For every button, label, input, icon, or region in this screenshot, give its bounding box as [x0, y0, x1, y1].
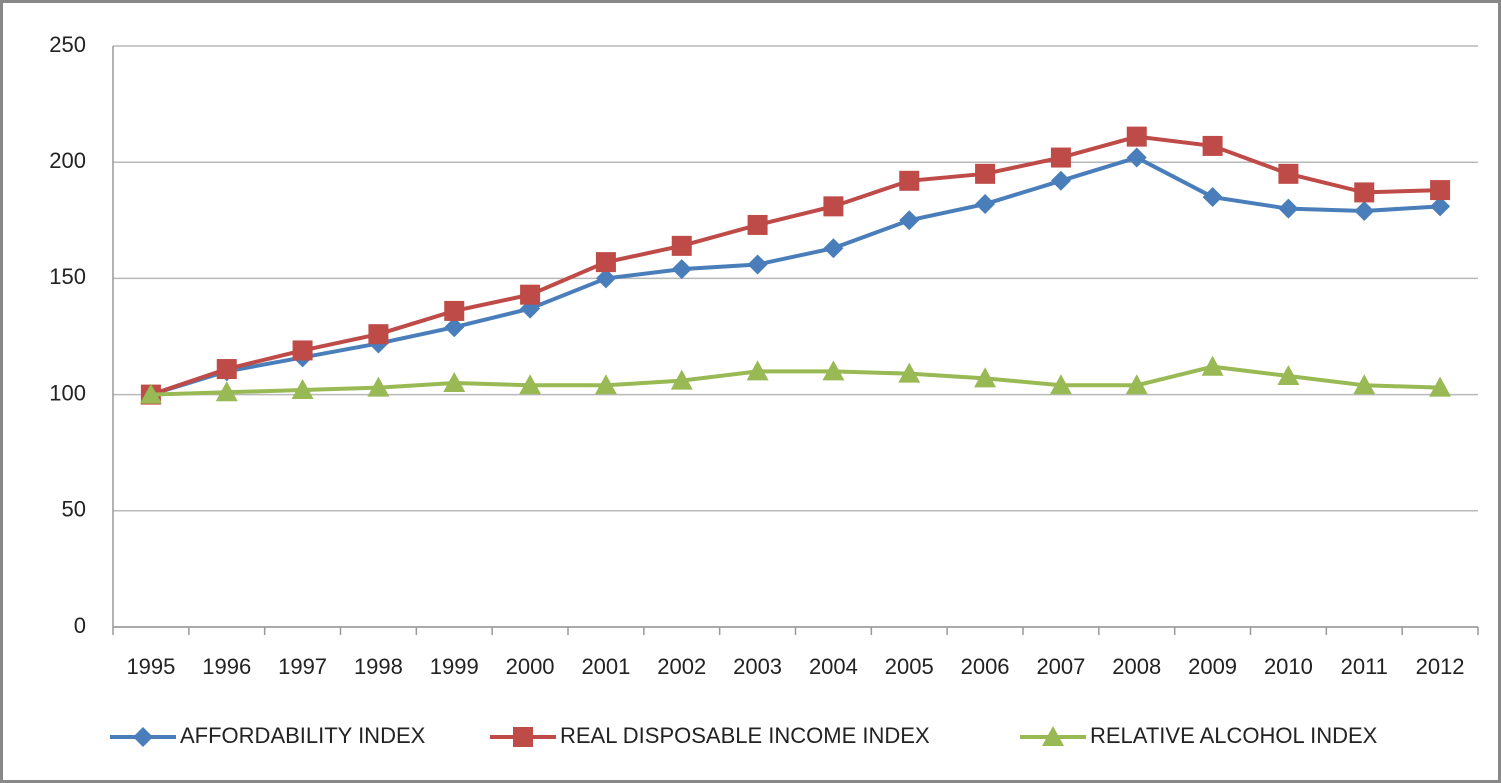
marker [367, 376, 390, 397]
marker [1430, 196, 1451, 217]
marker [1202, 187, 1223, 208]
y-tick-label: 150 [49, 264, 86, 289]
marker [1202, 135, 1223, 156]
marker [1050, 147, 1071, 168]
marker [670, 369, 693, 390]
x-tick-label: 1998 [354, 654, 403, 679]
marker [671, 259, 692, 280]
marker [139, 383, 162, 404]
legend-label: AFFORDABILITY INDEX [180, 723, 426, 748]
marker [1278, 163, 1299, 184]
x-tick-label: 1995 [126, 654, 175, 679]
marker [823, 196, 844, 217]
marker [1277, 365, 1300, 386]
marker [444, 300, 465, 321]
y-tick-label: 0 [74, 613, 86, 638]
x-tick-label: 2005 [885, 654, 934, 679]
marker [595, 252, 616, 273]
legend-label: REAL DISPOSABLE INCOME INDEX [560, 723, 930, 748]
marker [1049, 374, 1072, 395]
series-line [150, 155, 1441, 397]
marker [1278, 198, 1299, 219]
x-tick-label: 2007 [1036, 654, 1085, 679]
x-tick-label: 2010 [1264, 654, 1313, 679]
marker [1126, 126, 1147, 147]
x-tick-label: 2000 [506, 654, 555, 679]
x-tick-label: 2008 [1112, 654, 1161, 679]
marker [1126, 147, 1147, 168]
legend-marker [513, 727, 533, 747]
marker [1429, 376, 1452, 397]
x-tick-label: 1996 [202, 654, 251, 679]
marker [898, 362, 921, 383]
marker [899, 210, 920, 231]
marker [822, 360, 845, 381]
marker [215, 381, 238, 402]
marker [746, 360, 769, 381]
y-tick-label: 50 [62, 497, 86, 522]
x-tick-label: 2004 [809, 654, 858, 679]
marker [747, 254, 768, 275]
marker [594, 374, 617, 395]
marker [1125, 374, 1148, 395]
marker [444, 317, 465, 338]
marker [747, 214, 768, 235]
marker [823, 238, 844, 259]
x-tick-label: 2009 [1188, 654, 1237, 679]
legend-marker [1042, 726, 1064, 746]
marker [899, 170, 920, 191]
marker [520, 284, 541, 305]
y-tick-label: 250 [49, 32, 86, 57]
marker [1050, 170, 1071, 191]
marker [1354, 201, 1375, 222]
x-tick-label: 1997 [278, 654, 327, 679]
marker [974, 367, 997, 388]
y-tick-label: 200 [49, 148, 86, 173]
x-tick-label: 2003 [733, 654, 782, 679]
marker [1354, 182, 1375, 203]
marker [671, 235, 692, 256]
marker [975, 163, 996, 184]
series-line [150, 364, 1441, 397]
marker [292, 340, 313, 361]
marker [975, 194, 996, 215]
marker [368, 324, 389, 345]
x-tick-label: 1999 [430, 654, 479, 679]
x-tick-label: 2002 [657, 654, 706, 679]
x-tick-label: 2012 [1416, 654, 1465, 679]
marker [519, 374, 542, 395]
marker [1430, 180, 1451, 201]
x-tick-label: 2011 [1341, 654, 1388, 679]
marker [1201, 355, 1224, 376]
marker [291, 378, 314, 399]
legend-marker [133, 727, 153, 747]
x-tick-label: 2006 [961, 654, 1010, 679]
y-tick-label: 100 [49, 380, 86, 405]
marker [595, 268, 616, 289]
marker [1353, 374, 1376, 395]
marker [216, 359, 237, 380]
x-tick-label: 2001 [581, 654, 630, 679]
legend-label: RELATIVE ALCOHOL INDEX [1090, 723, 1378, 748]
series-line [150, 134, 1441, 397]
marker [443, 371, 466, 392]
